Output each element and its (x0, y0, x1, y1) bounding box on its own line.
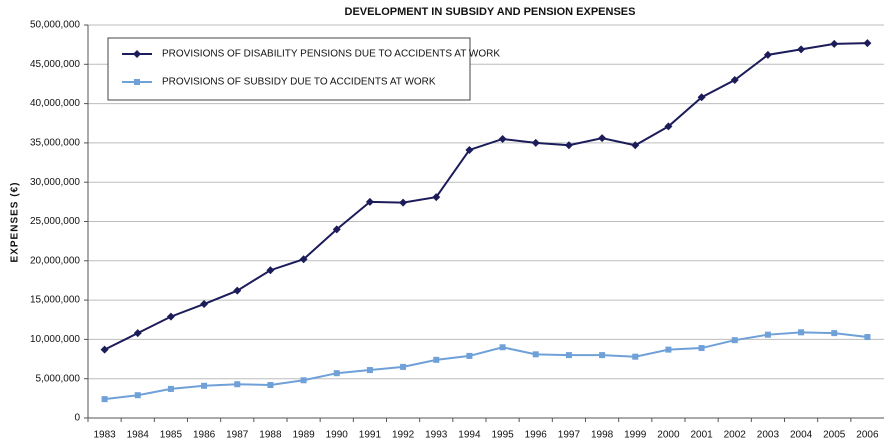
data-point (267, 381, 274, 388)
x-tick-label: 1994 (458, 430, 481, 441)
x-tick-label: 2002 (724, 430, 747, 441)
data-point (133, 329, 142, 338)
data-point (763, 50, 772, 59)
data-point (166, 312, 175, 321)
x-tick-label: 1991 (359, 430, 382, 441)
legend-marker (133, 50, 141, 58)
x-tick-label: 1999 (624, 430, 647, 441)
legend: PROVISIONS OF DISABILITY PENSIONS DUE TO… (107, 37, 500, 101)
x-tick-label: 1988 (259, 430, 282, 441)
legend-label: PROVISIONS OF SUBSIDY DUE TO ACCIDENTS A… (162, 77, 436, 88)
series-line (104, 331, 868, 401)
data-point (433, 356, 440, 363)
data-point (698, 345, 705, 352)
data-point (764, 331, 771, 338)
x-tick-label: 1989 (292, 430, 315, 441)
x-tick-label: 1997 (558, 430, 581, 441)
y-tick-label: 30,000,000 (30, 177, 80, 188)
legend-marker (134, 79, 140, 85)
y-tick-label: 15,000,000 (30, 295, 80, 306)
legend-label: PROVISIONS OF DISABILITY PENSIONS DUE TO… (162, 49, 500, 60)
x-tick-label: 1993 (425, 430, 448, 441)
data-point (797, 45, 806, 54)
data-point (565, 352, 572, 359)
data-point (233, 286, 242, 295)
data-point (599, 352, 606, 359)
data-point (532, 351, 539, 358)
data-point (598, 134, 607, 143)
data-point (531, 138, 540, 147)
x-tick-label: 1990 (326, 430, 349, 441)
data-point (498, 134, 507, 143)
data-point (730, 76, 739, 85)
x-tick-label: 1983 (93, 430, 116, 441)
y-tick-label: 25,000,000 (30, 216, 80, 227)
y-tick-label: 0 (74, 413, 80, 424)
y-tick-label: 10,000,000 (30, 334, 80, 345)
x-tick-label: 2003 (757, 430, 780, 441)
y-tick-label: 5,000,000 (36, 373, 81, 384)
data-point (864, 334, 871, 341)
data-point (200, 300, 209, 309)
data-point (366, 367, 373, 374)
data-point (432, 193, 441, 202)
series-line (104, 42, 868, 351)
data-point (831, 330, 838, 337)
data-point (697, 93, 706, 102)
x-tick-label: 1984 (127, 430, 150, 441)
y-tick-label: 20,000,000 (30, 255, 80, 266)
data-point (332, 225, 341, 234)
x-tick-label: 1985 (160, 430, 183, 441)
data-point (665, 346, 672, 353)
y-axis-label: EXPENSES (€) (10, 182, 21, 263)
y-tick-label: 35,000,000 (30, 138, 80, 149)
data-point (134, 392, 141, 399)
data-point (863, 39, 872, 48)
data-point (365, 197, 374, 206)
x-tick-label: 1987 (226, 430, 249, 441)
x-tick-label: 2004 (790, 430, 813, 441)
data-point (266, 266, 275, 275)
data-point (201, 382, 208, 389)
x-tick-label: 1996 (525, 430, 548, 441)
data-point (100, 345, 109, 354)
x-tick-label: 1998 (591, 430, 614, 441)
data-point (631, 141, 640, 150)
data-point (300, 377, 307, 384)
y-tick-label: 45,000,000 (30, 59, 80, 70)
legend-box (107, 37, 471, 101)
data-point (101, 396, 108, 403)
data-point (830, 39, 839, 48)
x-tick-label: 2005 (823, 430, 846, 441)
y-tick-label: 40,000,000 (30, 98, 80, 109)
data-point (731, 337, 738, 344)
data-point (465, 145, 474, 154)
data-point (399, 198, 408, 207)
data-point (564, 141, 573, 150)
x-tick-label: 1986 (193, 430, 216, 441)
chart-title: DEVELOPMENT IN SUBSIDY AND PENSION EXPEN… (345, 6, 636, 18)
x-tick-label: 1995 (491, 430, 514, 441)
data-point (466, 352, 473, 359)
x-tick-label: 1992 (392, 430, 415, 441)
data-point (798, 329, 805, 336)
y-tick-label: 50,000,000 (30, 20, 80, 31)
data-point (333, 370, 340, 377)
x-tick-label: 2006 (856, 430, 879, 441)
data-point (299, 255, 308, 264)
data-point (234, 381, 241, 388)
x-tick-label: 2001 (690, 430, 713, 441)
data-point (664, 122, 673, 131)
data-point (400, 363, 407, 370)
data-point (632, 353, 639, 360)
data-point (499, 344, 506, 351)
data-point (167, 385, 174, 392)
x-tick-label: 2000 (657, 430, 680, 441)
